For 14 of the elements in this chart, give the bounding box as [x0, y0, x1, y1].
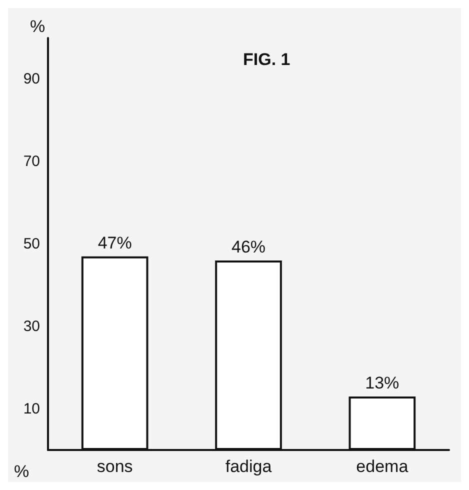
- x-tick-label: sons: [96, 457, 133, 476]
- y-tick-label: 70: [23, 153, 40, 170]
- y-tick-label: 50: [23, 236, 40, 252]
- x-tick-label: edema: [356, 457, 409, 476]
- y-tick-label: 90: [23, 70, 40, 88]
- x-tick-label: fadiga: [225, 457, 272, 476]
- data-label: 13%: [365, 373, 400, 392]
- text: FIG. 1: [243, 50, 290, 69]
- y-axis-title: %: [30, 17, 46, 36]
- data-label: 47%: [98, 233, 132, 252]
- y-tick-label: 10: [23, 400, 40, 418]
- text: %: [14, 462, 30, 481]
- data-label: 46%: [231, 237, 266, 256]
- y-tick-label: 30: [23, 318, 40, 335]
